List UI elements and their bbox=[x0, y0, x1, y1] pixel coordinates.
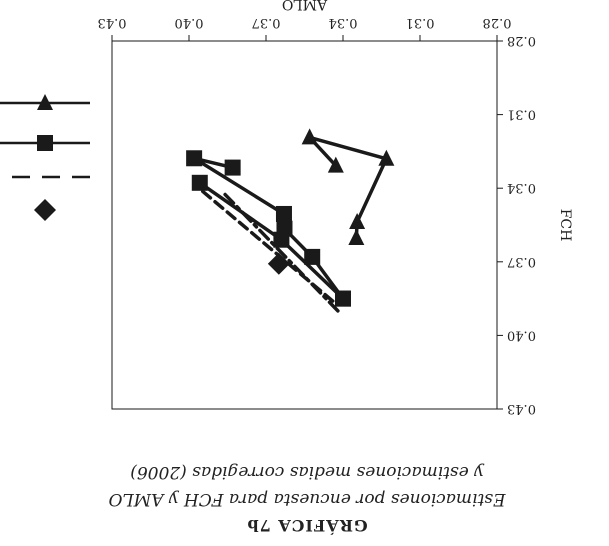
y-tick-label: 0.40 bbox=[507, 327, 536, 342]
series-1 bbox=[301, 128, 395, 246]
x-tick-label: 0.37 bbox=[252, 15, 281, 30]
square-marker bbox=[191, 174, 208, 191]
triangle-marker bbox=[37, 94, 53, 110]
diamond-marker bbox=[34, 199, 56, 221]
series-6 bbox=[267, 252, 290, 275]
diamond-marker bbox=[267, 252, 290, 275]
x-tick-label: 0.43 bbox=[98, 15, 127, 30]
series-4 bbox=[200, 188, 335, 303]
x-tick-label: 0.34 bbox=[329, 15, 358, 30]
x-axis-label: AMLO bbox=[282, 0, 328, 12]
square-marker bbox=[304, 248, 321, 265]
square-marker bbox=[335, 290, 351, 307]
square-marker bbox=[275, 205, 292, 222]
legend-entry bbox=[0, 135, 90, 151]
square-marker bbox=[186, 150, 203, 167]
triangle-marker bbox=[378, 149, 395, 166]
ticks-group: 0.28 0.31 0.34 0.37 0.40 0.43 0.28 0.31 0.34 0.37… bbox=[98, 15, 536, 416]
series-line bbox=[198, 181, 345, 301]
triangle-marker bbox=[301, 128, 318, 145]
y-tick-label: 0.34 bbox=[507, 180, 536, 195]
square-marker bbox=[273, 231, 290, 248]
square-marker bbox=[37, 135, 53, 151]
triangle-marker bbox=[349, 213, 366, 230]
caption-line-2: y estimaciones medias corregidas (2006) bbox=[130, 462, 484, 482]
plot-border bbox=[111, 40, 498, 410]
x-tick-label: 0.28 bbox=[483, 15, 512, 30]
series-group bbox=[186, 128, 395, 313]
legend-entry bbox=[34, 199, 56, 221]
series-5 bbox=[223, 192, 340, 313]
series-line bbox=[200, 188, 335, 303]
caption-line-1: Estimaciones por encuesta para FCH y AML… bbox=[108, 489, 506, 509]
legend-entry bbox=[0, 94, 90, 110]
series-line bbox=[307, 135, 389, 240]
square-marker bbox=[224, 159, 241, 176]
series-3 bbox=[191, 174, 351, 307]
figure-title: GRÁFICA 7b bbox=[246, 516, 367, 536]
y-tick-label: 0.43 bbox=[507, 401, 536, 416]
triangle-marker bbox=[348, 229, 365, 246]
y-tick-label: 0.31 bbox=[507, 107, 536, 122]
plot-frame-group bbox=[111, 40, 498, 410]
x-tick-label: 0.40 bbox=[175, 15, 204, 30]
y-axis-label: FCH bbox=[557, 209, 573, 242]
y-tick-label: 0.28 bbox=[507, 33, 536, 48]
series-line bbox=[223, 192, 340, 313]
legend bbox=[0, 94, 90, 221]
triangle-marker bbox=[327, 156, 344, 173]
x-tick-label: 0.31 bbox=[406, 15, 435, 30]
y-tick-label: 0.37 bbox=[507, 254, 536, 269]
